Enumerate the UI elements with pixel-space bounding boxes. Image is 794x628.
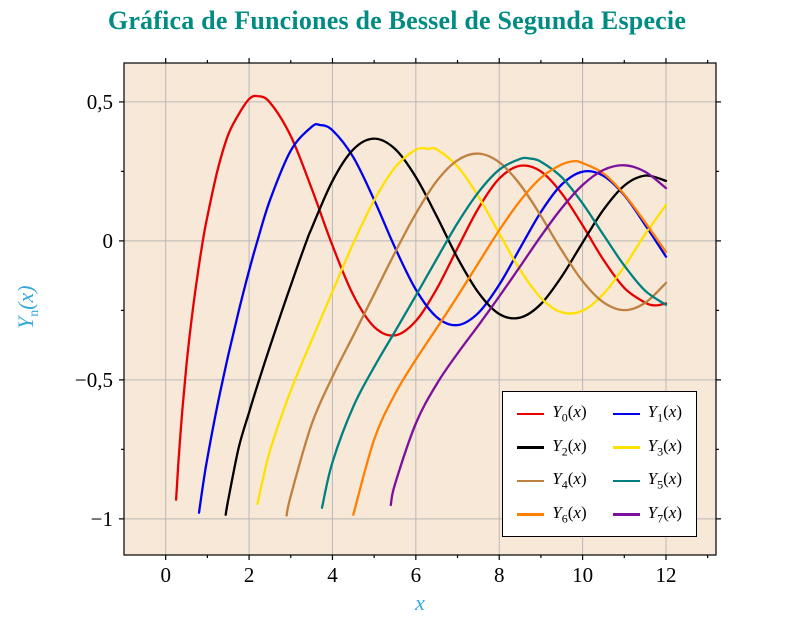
y-label-base: Y: [12, 316, 38, 330]
legend-label: Y2(x): [552, 435, 587, 459]
legend-line-sample: [517, 446, 545, 449]
legend-item-Y0: Y0(x): [517, 402, 587, 425]
legend-item-Y5: Y5(x): [612, 469, 682, 492]
y-tick-label: −1: [91, 507, 113, 531]
series-line-Y7: [389, 164, 668, 507]
legend-item-Y3: Y3(x): [612, 435, 682, 459]
legend-line-sample: [517, 412, 545, 416]
legend-item-Y6: Y6(x): [517, 502, 587, 526]
series-line-Y5: [320, 156, 668, 509]
series-line-Y4: [285, 152, 668, 517]
chart-title: Gráfica de Funciones de Bessel de Segund…: [107, 6, 687, 35]
x-tick-label: 8: [494, 563, 505, 587]
legend-line-sample: [612, 412, 640, 416]
y-label-close: ): [12, 285, 38, 293]
y-tick-label: 0: [103, 229, 114, 253]
series-line-Y0: [174, 94, 668, 501]
x-tick-label: 10: [572, 563, 593, 587]
legend-item-Y1: Y1(x): [612, 402, 682, 425]
legend-line-sample: [517, 479, 545, 483]
legend-label: Y3(x): [647, 435, 682, 459]
legend-item-Y2: Y2(x): [517, 435, 587, 459]
legend-line-sample: [612, 513, 640, 516]
legend-label: Y4(x): [552, 469, 587, 492]
series-line-Y3: [256, 146, 668, 506]
legend-line-sample: [612, 479, 640, 483]
legend-label: Y7(x): [647, 502, 682, 525]
legend-label: Y1(x): [647, 402, 682, 425]
y-label-sub: n: [27, 309, 43, 317]
x-tick-label: 2: [244, 563, 255, 587]
x-tick-label: 12: [655, 563, 676, 587]
x-tick-label: 0: [160, 563, 171, 587]
legend-line-sample: [612, 446, 640, 449]
y-axis-label: Yn(x): [13, 257, 43, 357]
legend-item-Y7: Y7(x): [612, 502, 682, 526]
legend-line-sample: [517, 513, 545, 516]
x-axis-label: x: [124, 590, 716, 616]
y-label-var: x: [12, 292, 38, 303]
x-tick-label: 6: [411, 563, 422, 587]
legend-item-Y4: Y4(x): [517, 469, 587, 492]
legend-label: Y5(x): [647, 469, 682, 492]
y-tick-label: 0,5: [87, 90, 113, 114]
legend: Y0(x) Y1(x) Y2(x) Y3(x) Y4(x) Y5(x) Y6(x) Y7(x): [502, 391, 697, 537]
series-line-Y6: [352, 159, 668, 516]
legend-label: Y6(x): [552, 502, 587, 525]
plot-frame: [123, 62, 717, 556]
y-label-open: (: [12, 302, 38, 310]
y-tick-label: −0,5: [75, 368, 113, 392]
x-tick-label: 4: [327, 563, 338, 587]
legend-label: Y0(x): [552, 402, 587, 425]
x-label-var: x: [415, 590, 425, 615]
